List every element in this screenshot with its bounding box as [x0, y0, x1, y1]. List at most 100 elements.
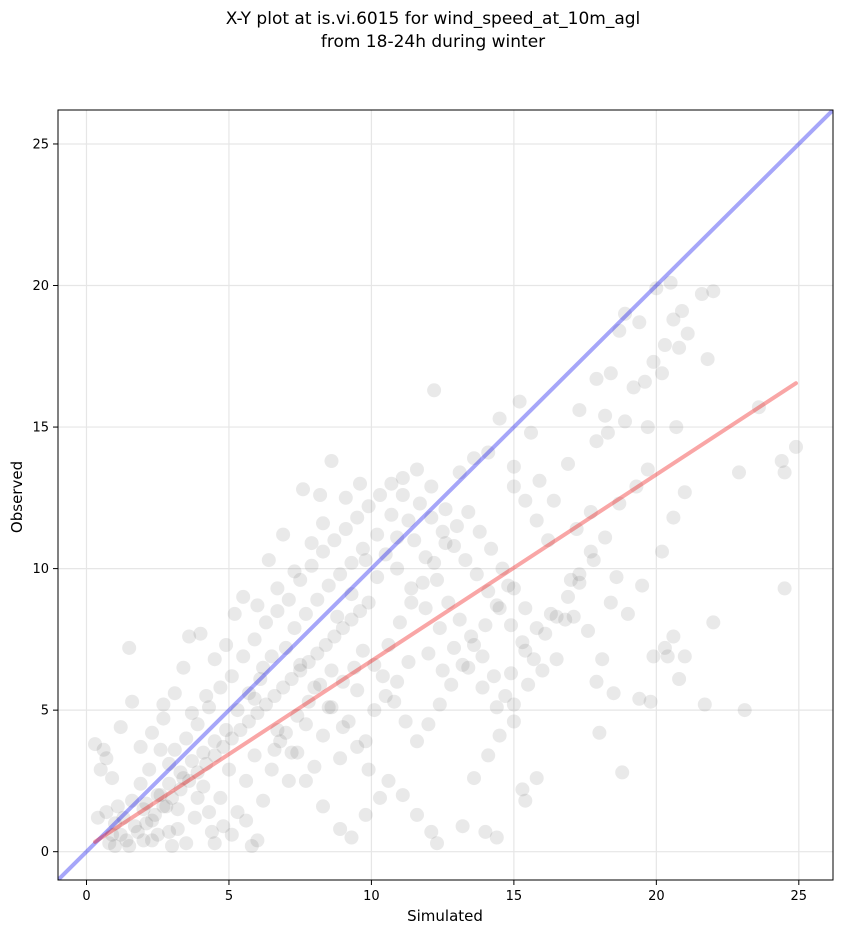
- scatter-point: [344, 612, 359, 627]
- scatter-point: [586, 553, 601, 568]
- scatter-point: [179, 731, 194, 746]
- scatter-point: [469, 567, 484, 582]
- scatter-point: [202, 805, 216, 820]
- scatter-point: [666, 312, 681, 327]
- scatter-point: [404, 595, 419, 610]
- scatter-point: [421, 717, 436, 732]
- scatter-point: [324, 663, 339, 678]
- scatter-point: [287, 621, 302, 636]
- scatter-point: [162, 756, 177, 771]
- scatter-point: [162, 776, 177, 791]
- x-tick-label: 25: [791, 889, 808, 904]
- scatter-point: [287, 564, 302, 579]
- scatter-point: [162, 824, 177, 839]
- scatter-point: [398, 714, 413, 729]
- scatter-point: [99, 805, 114, 820]
- scatter-point: [395, 471, 410, 485]
- scatter-point: [127, 819, 142, 834]
- scatter-point: [327, 533, 342, 548]
- scatter-point: [290, 745, 305, 760]
- y-tick-label: 15: [32, 421, 49, 436]
- scatter-point: [190, 790, 205, 805]
- scatter-point: [424, 510, 439, 525]
- scatter-point: [506, 479, 521, 494]
- scatter-point: [566, 609, 581, 624]
- scatter-point: [196, 745, 211, 760]
- scatter-point: [632, 315, 647, 330]
- scatter-point: [338, 522, 353, 536]
- scatter-point: [657, 338, 672, 352]
- scatter-point: [353, 604, 367, 619]
- scatter-point: [150, 788, 165, 803]
- scatter-point: [504, 618, 518, 633]
- scatter-point: [412, 496, 427, 511]
- scatter-point: [301, 655, 316, 669]
- scatter-point: [350, 510, 365, 525]
- scatter-point: [335, 674, 350, 689]
- scatter-point: [529, 621, 544, 636]
- scatter-point: [153, 788, 168, 803]
- scatter-point: [498, 689, 513, 703]
- scatter-point: [335, 720, 350, 735]
- scatter-point: [156, 697, 171, 712]
- scatter-point: [145, 725, 159, 740]
- scatter-point: [321, 700, 336, 715]
- scatter-point: [515, 782, 530, 797]
- scatter-point: [492, 411, 507, 426]
- scatter-point: [139, 796, 154, 811]
- scatter-point: [247, 691, 262, 706]
- scatter-point: [219, 638, 234, 652]
- plot-frame: [57, 109, 834, 881]
- scatter-point: [219, 723, 234, 737]
- scatter-point: [187, 810, 202, 825]
- scatter-point: [159, 799, 174, 814]
- scatter-point: [267, 742, 282, 757]
- scatter-point: [278, 640, 293, 655]
- scatter-point: [694, 287, 709, 301]
- scatter-point: [139, 816, 154, 831]
- scatter-point: [737, 703, 752, 718]
- scatter-point: [321, 578, 336, 593]
- scatter-point: [626, 380, 641, 395]
- scatter-point: [381, 773, 396, 788]
- scatter-point: [333, 567, 348, 582]
- scatter-point: [176, 660, 191, 675]
- scatter-point: [256, 660, 271, 675]
- scatter-point: [207, 748, 222, 763]
- scatter-point: [105, 827, 120, 842]
- scatter-point: [444, 677, 459, 692]
- scatter-point: [202, 700, 216, 715]
- scatter-point: [324, 700, 339, 715]
- scatter-point: [310, 646, 325, 661]
- x-tick-label: 5: [225, 889, 233, 904]
- scatter-point: [239, 773, 254, 788]
- scatter-point: [259, 697, 273, 712]
- scatter-point: [518, 643, 533, 658]
- scatter-point: [432, 697, 447, 712]
- scatter-point: [230, 703, 245, 718]
- scatter-point: [583, 544, 598, 559]
- scatter-point: [569, 522, 584, 536]
- scatter-point: [421, 646, 436, 661]
- scatter-point: [373, 488, 387, 502]
- y-axis-label: Observed: [8, 461, 26, 533]
- scatter-point: [657, 640, 672, 655]
- y-tick-label: 25: [32, 137, 49, 152]
- scatter-point: [176, 771, 191, 786]
- scatter-point: [618, 306, 632, 321]
- scatter-point: [316, 728, 330, 743]
- scatter-point: [447, 640, 461, 655]
- scatter-point: [612, 496, 627, 511]
- scatter-point: [455, 657, 470, 672]
- scatter-point: [481, 445, 496, 460]
- scatter-point: [199, 689, 214, 703]
- scatter-point: [435, 524, 450, 539]
- scatter-point: [241, 686, 256, 701]
- scatter-point: [424, 479, 439, 494]
- scatter-point: [669, 420, 684, 435]
- scatter-point: [147, 807, 162, 822]
- scatter-point: [407, 533, 422, 548]
- scatter-point: [618, 414, 632, 429]
- scatter-point: [307, 680, 322, 695]
- scatter-point: [649, 281, 664, 296]
